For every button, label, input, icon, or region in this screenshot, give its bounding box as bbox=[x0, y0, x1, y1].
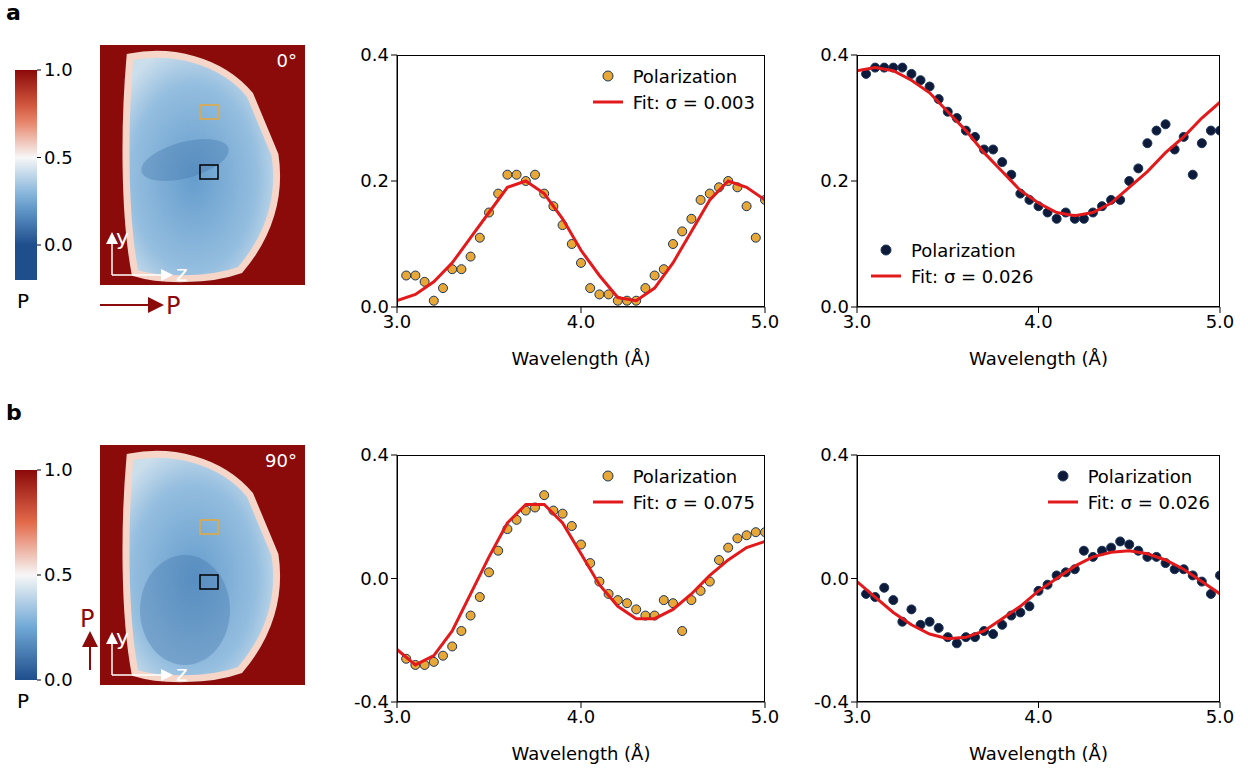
svg-text:z: z bbox=[176, 261, 188, 286]
html-text:Polarization: Polarization bbox=[1087, 465, 1193, 487]
html-text:Polarization: Polarization bbox=[911, 239, 1016, 261]
svg-text:-0.4: -0.4 bbox=[354, 691, 389, 712]
svg-text:5.0: 5.0 bbox=[1206, 311, 1235, 332]
html-text:b: b bbox=[6, 400, 22, 425]
svg-text:90°: 90° bbox=[265, 450, 297, 471]
html-text:Polarization: Polarization bbox=[632, 65, 738, 87]
svg-text:0.0: 0.0 bbox=[44, 669, 73, 690]
svg-text:3.0: 3.0 bbox=[382, 310, 412, 332]
svg-text:Wavelength (Å): Wavelength (Å) bbox=[969, 743, 1108, 764]
svg-text:Wavelength (Å): Wavelength (Å) bbox=[969, 348, 1108, 369]
html-text:Fit: σ = 0.026: Fit: σ = 0.026 bbox=[911, 265, 1034, 287]
svg-text:Wavelength (Å): Wavelength (Å) bbox=[512, 743, 651, 764]
html-text:a: a bbox=[6, 0, 21, 25]
svg-text:0.2: 0.2 bbox=[820, 170, 849, 191]
svg-text:P: P bbox=[17, 689, 29, 713]
svg-text:0.0: 0.0 bbox=[44, 234, 73, 255]
svg-text:1.0: 1.0 bbox=[44, 459, 73, 480]
svg-text:4.0: 4.0 bbox=[1024, 706, 1053, 727]
svg-text:5.0: 5.0 bbox=[751, 311, 780, 332]
svg-text:0.5: 0.5 bbox=[44, 564, 73, 585]
svg-text:Wavelength (Å): Wavelength (Å) bbox=[512, 348, 651, 369]
html-text:Fit: σ = 0.003: Fit: σ = 0.003 bbox=[632, 91, 755, 113]
svg-text:0.0: 0.0 bbox=[360, 296, 389, 317]
svg-text:y: y bbox=[116, 225, 129, 250]
html-text:Polarization: Polarization bbox=[632, 465, 738, 487]
svg-text:y: y bbox=[116, 625, 129, 650]
svg-text:3.0: 3.0 bbox=[842, 310, 872, 332]
svg-text:0°: 0° bbox=[277, 50, 297, 71]
svg-text:0.4: 0.4 bbox=[820, 444, 849, 465]
svg-text:4.0: 4.0 bbox=[1024, 311, 1053, 332]
svg-text:5.0: 5.0 bbox=[1206, 706, 1235, 727]
html-text:Fit: σ = 0.075: Fit: σ = 0.075 bbox=[632, 491, 755, 513]
svg-text:P: P bbox=[17, 289, 29, 313]
svg-text:P: P bbox=[80, 605, 94, 633]
svg-text:3.0: 3.0 bbox=[842, 705, 872, 727]
svg-text:0.0: 0.0 bbox=[820, 568, 849, 589]
svg-text:5.0: 5.0 bbox=[751, 706, 780, 727]
svg-text:4.0: 4.0 bbox=[567, 706, 596, 727]
svg-text:0.5: 0.5 bbox=[44, 147, 73, 168]
svg-text:z: z bbox=[176, 661, 188, 686]
svg-text:0.2: 0.2 bbox=[360, 170, 389, 191]
svg-text:-0.4: -0.4 bbox=[814, 691, 849, 712]
svg-text:0.0: 0.0 bbox=[360, 568, 389, 589]
svg-text:0.4: 0.4 bbox=[360, 44, 389, 65]
svg-text:3.0: 3.0 bbox=[382, 705, 412, 727]
svg-text:0.4: 0.4 bbox=[360, 444, 389, 465]
svg-text:1.0: 1.0 bbox=[44, 59, 73, 80]
svg-text:P: P bbox=[166, 292, 180, 320]
html-text:Fit: σ = 0.026: Fit: σ = 0.026 bbox=[1087, 491, 1210, 513]
svg-text:0.0: 0.0 bbox=[820, 296, 849, 317]
svg-text:0.4: 0.4 bbox=[820, 44, 849, 65]
svg-text:4.0: 4.0 bbox=[567, 311, 596, 332]
